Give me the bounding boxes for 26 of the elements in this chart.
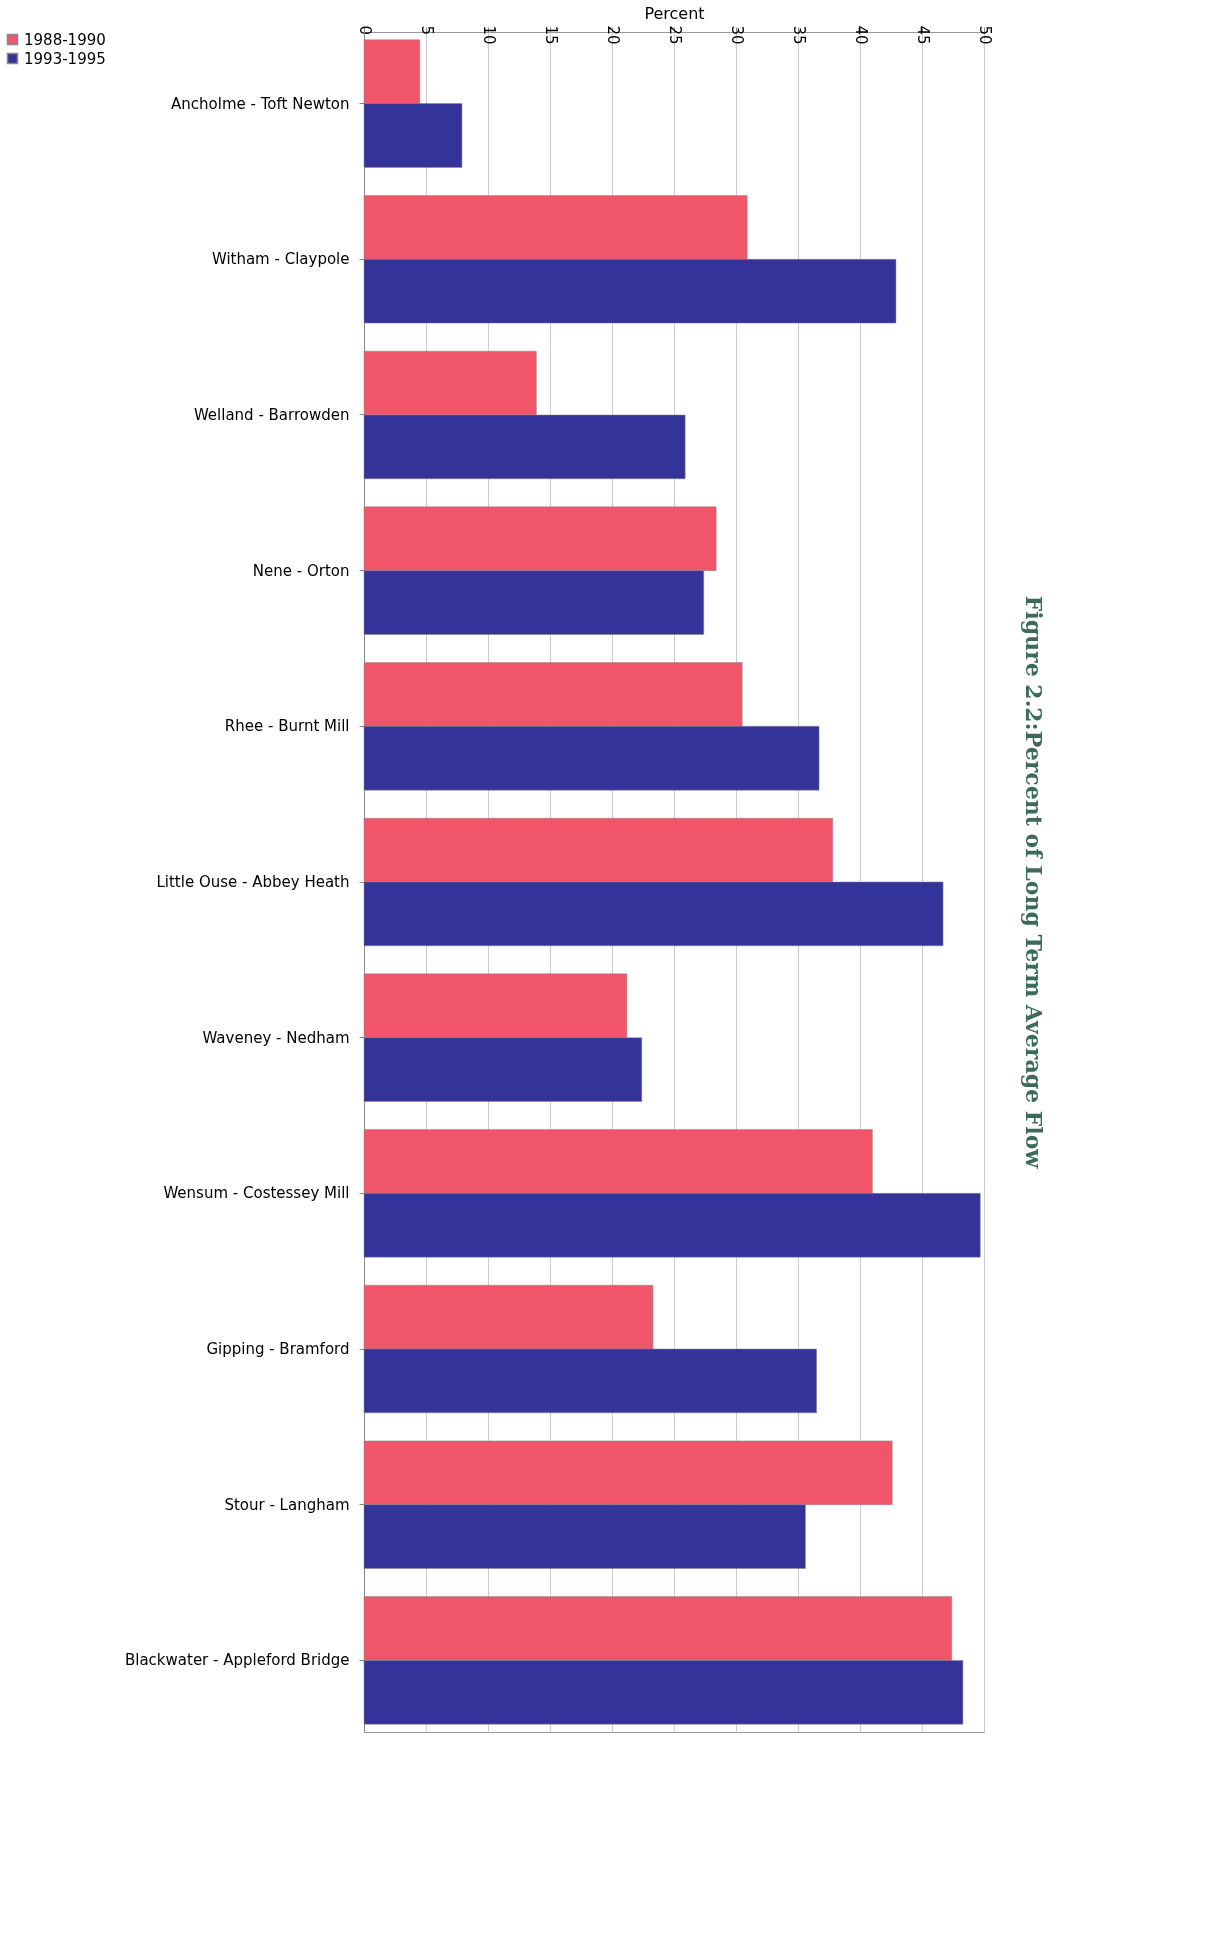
- x-tick-label: 40: [851, 25, 870, 45]
- x-axis-title: Percent: [644, 3, 705, 23]
- y-tick-label: Wensum - Costessey Mill: [163, 1184, 350, 1203]
- y-tick-label: Stour - Langham: [224, 1495, 350, 1514]
- x-tick-label: 20: [603, 25, 622, 45]
- x-tick-label: 0: [355, 25, 374, 36]
- y-tick-label: Gipping - Bramford: [206, 1340, 350, 1359]
- y-tick-label: Waveney - Nedham: [202, 1028, 350, 1047]
- y-tick-label: Blackwater - Appleford Bridge: [124, 1651, 350, 1670]
- y-tick-label: Rhee - Burnt Mill: [224, 717, 350, 736]
- y-tick-label: Nene - Orton: [252, 561, 350, 580]
- x-tick-label: 25: [665, 25, 684, 45]
- legend-label: 1988-1990: [24, 30, 106, 49]
- x-tick-label: 5: [417, 25, 436, 36]
- y-tick-label: Ancholme - Toft Newton: [171, 94, 350, 113]
- x-tick-label: 15: [541, 25, 560, 45]
- x-tick-label: 10: [479, 25, 498, 45]
- y-tick-label: Witham - Claypole: [211, 250, 350, 269]
- text: Figure 2.2:Percent of Long Term Average Flow: [1021, 595, 1047, 1170]
- y-tick-label: Welland - Barrowden: [193, 405, 350, 424]
- x-tick-label: 45: [913, 25, 932, 45]
- legend-label: 1993-1995: [24, 49, 106, 68]
- x-tick-label: 50: [975, 25, 994, 45]
- x-tick-label: 35: [789, 25, 808, 45]
- x-tick-label: 30: [727, 25, 746, 45]
- y-tick-label: Little Ouse - Abbey Heath: [156, 873, 350, 891]
